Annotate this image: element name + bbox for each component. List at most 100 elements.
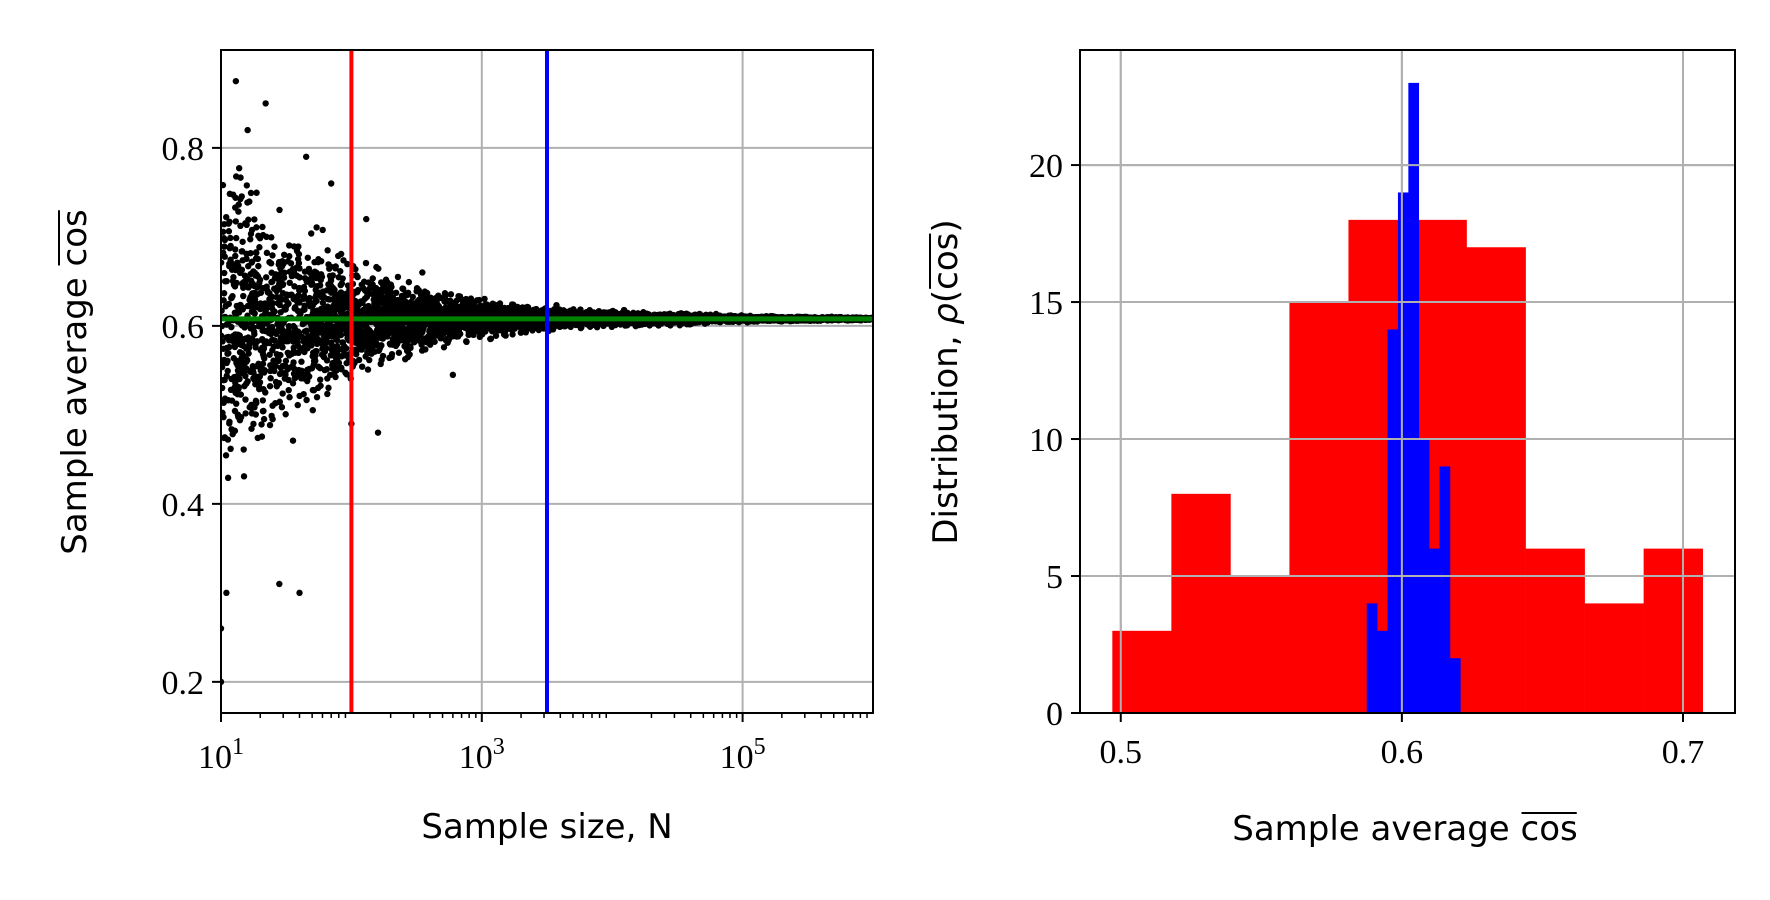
scatter-point [303, 396, 310, 404]
scatter-point [235, 164, 243, 172]
scatter-point [276, 339, 283, 346]
scatter-point [247, 189, 255, 197]
scatter-point [366, 356, 373, 364]
scatter-point [282, 411, 289, 418]
scatter-point [445, 337, 452, 344]
scatter-point [393, 301, 401, 308]
scatter-point [251, 376, 258, 383]
scatter-point [418, 347, 426, 354]
scatter-point [267, 260, 275, 267]
scatter-point [300, 374, 307, 381]
scatter-point [326, 296, 333, 303]
scatter-point [277, 309, 284, 316]
scatter-point [388, 353, 395, 361]
scatter-point [223, 213, 230, 221]
scatter-point [294, 401, 301, 409]
scatter-point [304, 254, 312, 261]
scatter-point [306, 294, 313, 302]
scatter-point [404, 289, 412, 296]
scatter-point [221, 243, 228, 250]
scatter-point [434, 302, 442, 309]
scatter-point [252, 249, 260, 256]
scatter-point [357, 345, 365, 352]
scatter-point [492, 332, 500, 339]
scatter-point [343, 371, 350, 378]
scatter-point [269, 278, 276, 285]
scatter-point [399, 332, 407, 340]
scatter-point [502, 326, 509, 334]
scatter-point [257, 289, 265, 296]
scatter-point [231, 342, 238, 349]
scatter-point [312, 352, 319, 359]
scatter-point [240, 292, 247, 300]
scatter-point [237, 361, 244, 368]
scatter-point [221, 338, 226, 345]
scatter-point [355, 356, 363, 364]
scatter-point [292, 349, 299, 356]
scatter-point [292, 295, 300, 302]
scatter-point [239, 279, 246, 287]
scatter-point [387, 289, 395, 296]
scatter-point [300, 292, 308, 300]
scatter-point [363, 293, 371, 301]
scatter-point [260, 386, 267, 393]
scatter-point [247, 281, 254, 289]
scatter-point [252, 255, 260, 262]
scatter-point [282, 369, 289, 376]
scatter-point [316, 320, 323, 328]
scatter-point [255, 262, 262, 270]
scatter-point [313, 224, 320, 231]
scatter-point [265, 300, 272, 307]
scatter-point [362, 287, 369, 294]
scatter-point [517, 329, 525, 336]
scatter-point [405, 278, 413, 286]
scatter-point [221, 228, 227, 235]
scatter-point [368, 282, 375, 289]
scatter-point [339, 275, 346, 282]
scatter-point [371, 348, 379, 355]
scatter-point [308, 365, 316, 372]
scatter-point [325, 384, 332, 392]
scatter-point [222, 452, 230, 459]
scatter-point [225, 397, 232, 404]
scatter-point [271, 243, 278, 250]
scatter-point [387, 341, 394, 348]
scatter-point [381, 321, 389, 328]
scatter-point [221, 234, 228, 242]
scatter-point [379, 352, 387, 360]
scatter-point [221, 384, 226, 392]
scatter-point [337, 268, 344, 275]
scatter-point [251, 299, 259, 306]
scatter-point [302, 341, 309, 349]
scatter-point [243, 380, 250, 387]
scatter-point [227, 234, 234, 242]
scatter-point [279, 280, 287, 288]
scatter-point [223, 334, 230, 341]
scatter-point [225, 228, 233, 235]
scatter-point [319, 299, 327, 306]
scatter-point [259, 360, 267, 368]
scatter-point [285, 242, 293, 249]
scatter-point [263, 249, 271, 257]
scatter-point [299, 320, 307, 328]
scatter-point [425, 333, 432, 340]
scatter-point [261, 366, 268, 374]
scatter-point [395, 349, 403, 356]
scatter-point [250, 268, 257, 275]
scatter-point [358, 281, 365, 288]
scatter-point [269, 299, 277, 307]
scatter-point [226, 343, 233, 351]
scatter-point [308, 230, 315, 237]
scatter-point [221, 181, 227, 189]
scatter-point [470, 300, 478, 307]
scatter-point [246, 198, 253, 205]
scatter-point [314, 258, 322, 266]
scatter-point [262, 274, 270, 281]
scatter-point [223, 277, 230, 285]
scatter-point [354, 273, 361, 281]
scatter-point [266, 351, 273, 358]
scatter-point [268, 269, 275, 276]
scatter-point [240, 473, 248, 480]
scatter-point [279, 296, 286, 303]
scatter-point [229, 430, 236, 438]
